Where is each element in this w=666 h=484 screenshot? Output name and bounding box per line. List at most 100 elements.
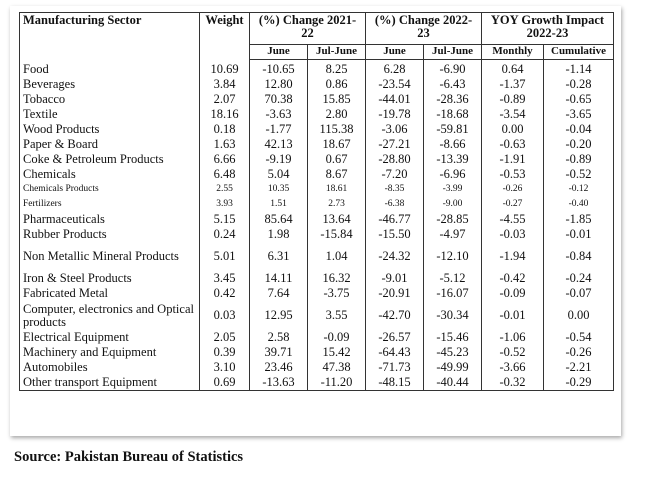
subheader-row: June Jul-June June Jul-June Monthly Cumu… <box>20 44 615 60</box>
monthly-impact-cell: -1.06 <box>481 330 544 345</box>
sector-name-cell: Wood Products <box>19 122 200 137</box>
june-2022-23-cell: -42.70 <box>365 301 424 330</box>
june-2022-23-cell: -9.01 <box>365 271 424 286</box>
weight-cell: 6.48 <box>199 167 250 182</box>
cumulative-impact-cell: -0.26 <box>542 345 615 360</box>
june-2022-23-cell: -48.15 <box>365 375 424 391</box>
weight-cell: 2.07 <box>199 92 250 107</box>
sector-name-cell: Beverages <box>19 77 200 92</box>
cumulative-impact-cell: -0.07 <box>542 286 615 301</box>
weight-cell: 0.69 <box>199 375 250 391</box>
table-row: Food 10.69 -10.65 8.25 6.28 -6.90 0.64 -1.14 <box>19 59 615 77</box>
weight-cell: 0.39 <box>199 345 250 360</box>
sector-name-cell: Chemicals Products <box>19 182 200 197</box>
jul-june-2022-23-cell: -45.23 <box>423 345 482 360</box>
subheader-cell: June <box>249 44 308 60</box>
table-row: Rubber Products 0.24 1.98 -15.84 -15.50 -4.97… <box>19 227 615 242</box>
june-2022-23-cell: -3.06 <box>365 122 424 137</box>
june-2022-23-cell: -44.01 <box>365 92 424 107</box>
subheader-cell: Monthly <box>481 44 544 60</box>
table-row: Fabricated Metal 0.42 7.64 -3.75 -20.91 -16.0… <box>19 286 615 301</box>
yoy-impact-header: YOY Growth Impact 2022-23 <box>480 12 615 45</box>
table-row: Pharmaceuticals 5.15 85.64 13.64 -46.77 -28.8… <box>19 212 615 227</box>
june-2022-23-cell: -20.91 <box>365 286 424 301</box>
jul-june-2022-23-cell: -30.34 <box>423 301 482 330</box>
table-row: Beverages 3.84 12.80 0.86 -23.54 -6.43 -1.37 -0… <box>19 77 615 92</box>
weight-cell: 3.10 <box>199 360 250 375</box>
jul-june-2022-23-cell: -5.12 <box>423 271 482 286</box>
weight-cell: 0.24 <box>199 227 250 242</box>
jul-june-2021-22-cell: 2.80 <box>307 107 366 122</box>
sector-name-cell: Food <box>19 59 200 77</box>
june-2021-22-cell: 42.13 <box>249 137 308 152</box>
june-2022-23-cell: -64.43 <box>365 345 424 360</box>
monthly-impact-cell: -0.01 <box>481 301 544 330</box>
june-2021-22-cell: 6.31 <box>249 242 308 271</box>
sector-name-cell: Coke & Petroleum Products <box>19 152 200 167</box>
june-2022-23-cell: 6.28 <box>365 59 424 77</box>
sector-name-cell: Automobiles <box>19 360 200 375</box>
june-2022-23-cell: -8.35 <box>365 182 424 197</box>
june-2022-23-cell: -46.77 <box>365 212 424 227</box>
monthly-impact-cell: -0.53 <box>481 167 544 182</box>
jul-june-2021-22-cell: 0.67 <box>307 152 366 167</box>
sector-name-cell: Computer, electronics and Optical produc… <box>19 301 200 330</box>
cumulative-impact-cell: -0.28 <box>542 77 615 92</box>
jul-june-2022-23-cell: -4.97 <box>423 227 482 242</box>
jul-june-2022-23-cell: -28.36 <box>423 92 482 107</box>
june-2022-23-cell: -6.38 <box>365 197 424 212</box>
monthly-impact-cell: -0.89 <box>481 92 544 107</box>
cumulative-impact-cell: -0.52 <box>542 167 615 182</box>
june-2021-22-cell: -10.65 <box>249 59 308 77</box>
jul-june-2021-22-cell: 2.73 <box>307 197 366 212</box>
monthly-impact-cell: -1.94 <box>481 242 544 271</box>
monthly-impact-cell: 0.64 <box>481 59 544 77</box>
weight-cell: 18.16 <box>199 107 250 122</box>
june-2022-23-cell: -19.78 <box>365 107 424 122</box>
jul-june-2022-23-cell: -59.81 <box>423 122 482 137</box>
june-2021-22-cell: 14.11 <box>249 271 308 286</box>
table-row: Textile 18.16 -3.63 2.80 -19.78 -18.68 -3.54 -3… <box>19 107 615 122</box>
june-2021-22-cell: 12.80 <box>249 77 308 92</box>
june-2022-23-cell: -15.50 <box>365 227 424 242</box>
jul-june-2021-22-cell: -11.20 <box>307 375 366 391</box>
jul-june-2022-23-cell: -12.10 <box>423 242 482 271</box>
sector-name-cell: Rubber Products <box>19 227 200 242</box>
jul-june-2021-22-cell: 16.32 <box>307 271 366 286</box>
table-row: Coke & Petroleum Products 6.66 -9.19 0.67 -2… <box>19 152 615 167</box>
jul-june-2022-23-cell: -16.07 <box>423 286 482 301</box>
weight-cell: 3.93 <box>199 197 250 212</box>
cumulative-impact-cell: -0.29 <box>542 375 615 391</box>
monthly-impact-cell: -0.27 <box>481 197 544 212</box>
table-row: Non Metallic Mineral Products 5.01 6.31 1.0… <box>19 242 615 271</box>
jul-june-2021-22-cell: 13.64 <box>307 212 366 227</box>
june-2021-22-cell: -9.19 <box>249 152 308 167</box>
june-2021-22-cell: 23.46 <box>249 360 308 375</box>
weight-cell: 2.05 <box>199 330 250 345</box>
jul-june-2021-22-cell: 0.86 <box>307 77 366 92</box>
table-row: Chemicals Products 2.55 10.35 18.61 -8.35 -3.… <box>19 182 615 197</box>
cumulative-impact-cell: -0.89 <box>542 152 615 167</box>
table-row: Electrical Equipment 2.05 2.58 -0.09 -26.57-… <box>19 330 615 345</box>
cumulative-impact-cell: -0.65 <box>542 92 615 107</box>
subheader-cell: Jul-June <box>423 44 482 60</box>
table-row: Other transport Equipment 0.69 -13.63 -11.2… <box>19 375 615 391</box>
cumulative-impact-cell: -0.04 <box>542 122 615 137</box>
jul-june-2021-22-cell: -3.75 <box>307 286 366 301</box>
cumulative-impact-cell: -1.14 <box>542 59 615 77</box>
table-frame: Manufacturing Sector Weight (%) Change 2… <box>10 6 621 436</box>
jul-june-2021-22-cell: 47.38 <box>307 360 366 375</box>
change-2021-22-header: (%) Change 2021-22 <box>249 12 366 45</box>
weight-cell: 1.63 <box>199 137 250 152</box>
june-2021-22-cell: -1.77 <box>249 122 308 137</box>
weight-cell: 0.18 <box>199 122 250 137</box>
monthly-impact-cell: -4.55 <box>481 212 544 227</box>
jul-june-2021-22-cell: -0.09 <box>307 330 366 345</box>
jul-june-2021-22-cell: -15.84 <box>307 227 366 242</box>
sector-name-cell: Tobacco <box>19 92 200 107</box>
weight-cell: 6.66 <box>199 152 250 167</box>
weight-cell: 0.03 <box>199 301 250 330</box>
table-row: Chemicals 6.48 5.04 8.67 -7.20 -6.96 -0.53 -0.5… <box>19 167 615 182</box>
jul-june-2022-23-cell: -49.99 <box>423 360 482 375</box>
weight-cell: 3.45 <box>199 271 250 286</box>
